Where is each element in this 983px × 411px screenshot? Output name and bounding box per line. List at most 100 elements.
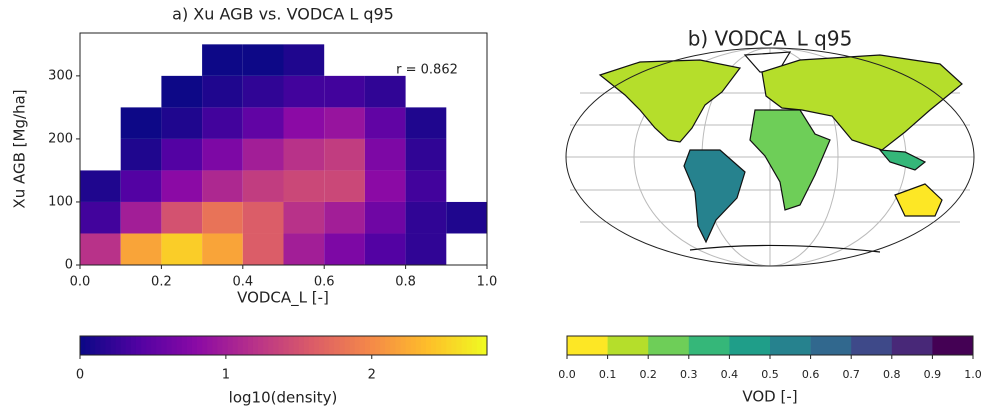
density-cell [324,107,365,139]
map [565,47,975,267]
density-cell [364,107,406,139]
colorbar-tick-label: 1 [222,368,230,383]
x-tick-label: 0.8 [395,275,416,290]
colorbar-segment [648,336,690,355]
colorbar-segment [385,336,391,355]
density-cell [446,201,487,234]
colorbar-segment [405,336,412,355]
colorbar-segment [481,336,488,355]
colorbar-tick-label: 0.8 [883,368,901,381]
density-cell [364,201,406,234]
density-cell [202,75,243,108]
colorbar-segment [85,336,91,355]
colorbar-segment [237,336,244,355]
density-cell [242,44,284,76]
colorbar-label: VOD [-] [742,388,797,406]
colorbar-tick-label: 2 [368,368,376,383]
colorbar-segment [395,336,402,355]
colorbar-segment [186,336,193,355]
density-cell [202,107,243,139]
colorbar-segment [202,336,208,355]
colorbar-segment [334,336,340,355]
density-cell [405,233,447,265]
map-border [565,47,975,267]
density-cell [202,170,243,202]
chart-title: b) VODCA_L q95 [688,27,853,51]
colorbar-segment [263,336,269,355]
colorbar-segment [166,336,173,355]
colorbar-segment [80,336,86,355]
colorbar-segment [252,336,259,355]
density-cell [364,170,406,202]
colorbar-segment [232,336,239,355]
density-cell [120,233,162,265]
colorbar-segment [293,336,300,355]
density-cell [161,138,203,171]
colorbar-tick-label: 0.0 [558,368,576,381]
density-cell [80,233,121,265]
colorbar-segment [390,336,396,355]
colorbar-segment [90,336,96,355]
density-cell [283,138,325,171]
colorbar-segment [197,336,203,355]
colorbar-segment [425,336,432,355]
colorbar-segment [446,336,452,355]
x-tick-label: 1.0 [477,275,498,290]
colorbar-segment [156,336,162,355]
x-axis-label: VODCA_L [-] [237,289,329,308]
colorbar-tick-label: 1.0 [964,368,982,381]
colorbar-segment [135,336,142,355]
density-cell [283,233,325,265]
colorbar-segment [770,336,811,355]
colorbar-frame [79,335,488,356]
colorbar-segment [222,336,229,355]
colorbar-segment [283,336,290,355]
colorbar-segment [212,336,218,355]
colorbar-segment [349,336,356,355]
colorbar-segment [607,336,649,355]
density-cell [364,233,406,265]
colorbar-segment [242,336,249,355]
colorbar-segment [431,336,437,355]
land [749,109,831,211]
colorbar-label: log10(density) [229,389,338,407]
annotation: r = 0.862 [396,63,458,78]
colorbar-tick-label: 0.9 [924,368,942,381]
colorbar-segment [303,336,310,355]
colorbar-tick-label: 0.5 [761,368,779,381]
density-cell [283,170,325,202]
colorbar-segment [688,336,730,355]
colorbar-segment [415,336,422,355]
density-cell [283,44,325,76]
colorbar-segment [354,336,361,355]
colorbar-segment [171,336,178,355]
density-cell [283,201,325,234]
colorbar-segment [810,336,852,355]
colorbar-segment [308,336,315,355]
density-cell [120,201,162,234]
land [683,149,746,244]
colorbar-tick-label: 0.7 [842,368,860,381]
density-cell [324,138,365,171]
colorbar-segment [100,336,106,355]
colorbar-segment [466,336,473,355]
density-cell [283,75,325,108]
colorbar-segment [130,336,137,355]
density-cell [364,138,406,171]
colorbar-tick-label: 0 [76,368,84,383]
colorbar-segment [729,336,771,355]
colorbar-segment [288,336,295,355]
colorbar-segment [380,336,386,355]
colorbar-segment [476,336,483,355]
colorbar-segment [471,336,478,355]
land [894,183,943,217]
density-cell [161,170,203,202]
density-cell [283,107,325,139]
y-tick-label: 0 [65,258,73,273]
density-cell [161,201,203,234]
land [598,59,742,143]
colorbar-segment [420,336,427,355]
land [878,149,927,171]
colorbar-segment [258,336,264,355]
colorbar-segment [567,336,608,355]
